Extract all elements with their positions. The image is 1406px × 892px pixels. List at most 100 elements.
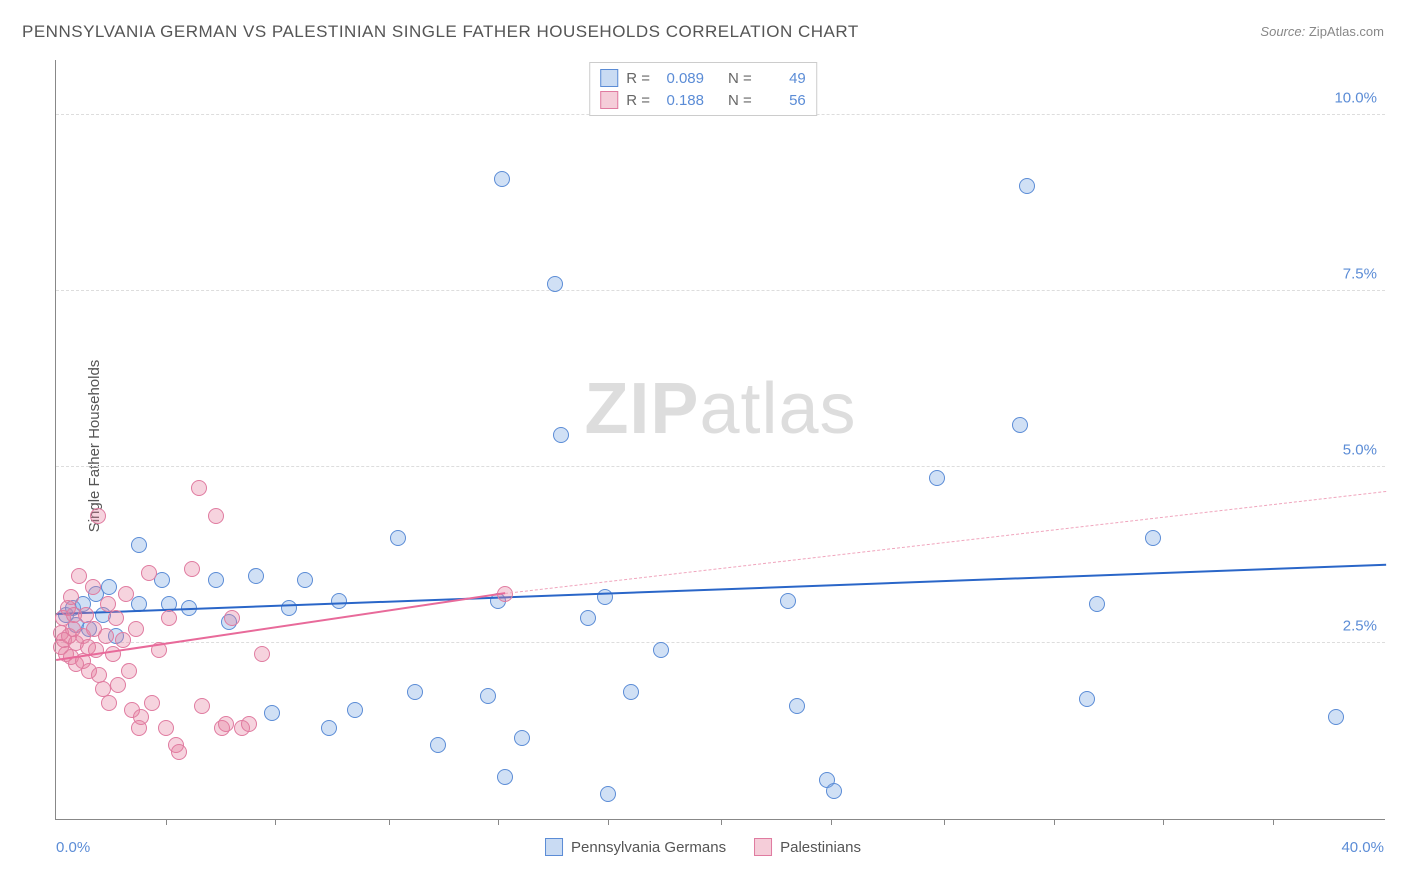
data-point — [1079, 691, 1095, 707]
data-point — [118, 586, 134, 602]
n-value: 49 — [760, 70, 806, 87]
y-tick-label: 2.5% — [1343, 618, 1377, 635]
data-point — [133, 709, 149, 725]
legend-swatch-blue — [545, 838, 563, 856]
data-point — [171, 744, 187, 760]
legend-row: R = 0.089 N = 49 — [600, 67, 806, 89]
x-tick-mark — [498, 819, 499, 825]
x-tick-mark — [1273, 819, 1274, 825]
y-tick-label: 5.0% — [1343, 442, 1377, 459]
data-point — [184, 561, 200, 577]
data-point — [241, 716, 257, 732]
correlation-legend: R = 0.089 N = 49 R = 0.188 N = 56 — [589, 62, 817, 116]
source-label: Source: — [1260, 24, 1305, 39]
data-point — [497, 769, 513, 785]
legend-swatch-pink — [754, 838, 772, 856]
data-point — [101, 579, 117, 595]
data-point — [430, 737, 446, 753]
data-point — [580, 610, 596, 626]
gridline — [56, 642, 1385, 643]
data-point — [63, 589, 79, 605]
legend-item: Pennsylvania Germans — [545, 838, 726, 856]
data-point — [1019, 178, 1035, 194]
x-tick-mark — [275, 819, 276, 825]
n-value: 56 — [760, 92, 806, 109]
data-point — [254, 646, 270, 662]
data-point — [347, 702, 363, 718]
y-tick-label: 10.0% — [1334, 90, 1377, 107]
data-point — [929, 470, 945, 486]
legend-label: Pennsylvania Germans — [571, 839, 726, 856]
data-point — [98, 628, 114, 644]
data-point — [208, 572, 224, 588]
x-axis-max-label: 40.0% — [1341, 839, 1384, 856]
watermark-atlas: atlas — [699, 369, 856, 449]
data-point — [131, 537, 147, 553]
trend-line — [505, 491, 1386, 594]
trend-line — [56, 592, 505, 661]
data-point — [1089, 596, 1105, 612]
data-point — [208, 508, 224, 524]
data-point — [85, 579, 101, 595]
x-tick-mark — [721, 819, 722, 825]
data-point — [110, 677, 126, 693]
data-point — [281, 600, 297, 616]
data-point — [553, 427, 569, 443]
data-point — [101, 695, 117, 711]
r-label: R = — [626, 92, 650, 109]
data-point — [108, 610, 124, 626]
data-point — [514, 730, 530, 746]
r-label: R = — [626, 70, 650, 87]
n-label: N = — [728, 92, 752, 109]
data-point — [331, 593, 347, 609]
data-point — [121, 663, 137, 679]
data-point — [480, 688, 496, 704]
legend-swatch-blue — [600, 69, 618, 87]
legend-item: Palestinians — [754, 838, 861, 856]
y-tick-label: 7.5% — [1343, 266, 1377, 283]
data-point — [297, 572, 313, 588]
x-axis-min-label: 0.0% — [56, 839, 90, 856]
data-point — [105, 646, 121, 662]
data-point — [191, 480, 207, 496]
data-point — [623, 684, 639, 700]
data-point — [161, 610, 177, 626]
data-point — [321, 720, 337, 736]
x-tick-mark — [1054, 819, 1055, 825]
data-point — [1012, 417, 1028, 433]
x-tick-mark — [389, 819, 390, 825]
scatter-plot-area: ZIPatlas 2.5% 5.0% 7.5% 10.0% — [55, 60, 1385, 820]
r-value: 0.089 — [658, 70, 704, 87]
chart-title: PENNSYLVANIA GERMAN VS PALESTINIAN SINGL… — [22, 22, 859, 42]
data-point — [248, 568, 264, 584]
data-point — [494, 171, 510, 187]
data-point — [218, 716, 234, 732]
data-point — [194, 698, 210, 714]
source-attribution: Source: ZipAtlas.com — [1260, 24, 1384, 39]
data-point — [653, 642, 669, 658]
data-point — [789, 698, 805, 714]
data-point — [224, 610, 240, 626]
data-point — [128, 621, 144, 637]
n-label: N = — [728, 70, 752, 87]
data-point — [600, 786, 616, 802]
x-tick-mark — [944, 819, 945, 825]
data-point — [158, 720, 174, 736]
series-legend: Pennsylvania Germans Palestinians — [545, 838, 861, 856]
data-point — [141, 565, 157, 581]
data-point — [826, 783, 842, 799]
data-point — [390, 530, 406, 546]
legend-row: R = 0.188 N = 56 — [600, 89, 806, 111]
data-point — [144, 695, 160, 711]
x-tick-mark — [831, 819, 832, 825]
x-tick-mark — [608, 819, 609, 825]
r-value: 0.188 — [658, 92, 704, 109]
data-point — [90, 508, 106, 524]
data-point — [547, 276, 563, 292]
data-point — [780, 593, 796, 609]
gridline — [56, 466, 1385, 467]
gridline — [56, 290, 1385, 291]
watermark-zip: ZIP — [584, 369, 699, 449]
x-tick-mark — [1163, 819, 1164, 825]
legend-label: Palestinians — [780, 839, 861, 856]
